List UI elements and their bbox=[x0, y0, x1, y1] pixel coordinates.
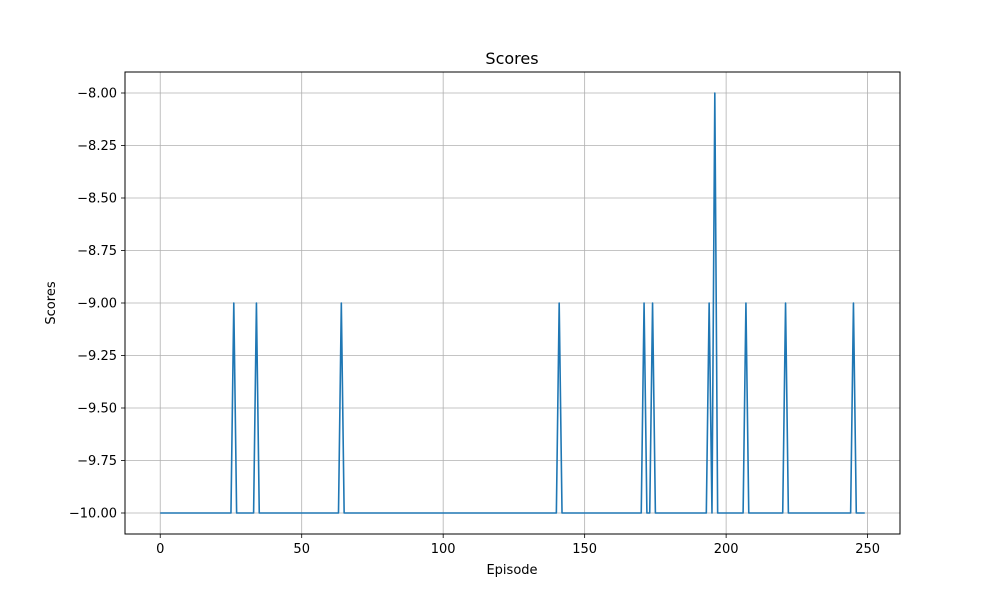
y-tick-label: −9.50 bbox=[77, 402, 117, 417]
x-tick-label: 0 bbox=[156, 542, 164, 557]
y-tick-label: −8.50 bbox=[77, 192, 117, 207]
y-axis: −10.00 −9.75 −9.50 −9.25 −9.00 −8.75 −8.50 −8.2… bbox=[69, 87, 125, 522]
x-tick-label: 100 bbox=[431, 542, 456, 557]
x-tick-label: 250 bbox=[855, 542, 880, 557]
y-tick-label: −8.75 bbox=[77, 244, 117, 259]
x-tick-label: 50 bbox=[293, 542, 310, 557]
x-tick-label: 200 bbox=[714, 542, 739, 557]
y-tick-label: −10.00 bbox=[69, 507, 117, 522]
x-tick-label: 150 bbox=[572, 542, 597, 557]
y-tick-label: −9.25 bbox=[77, 349, 117, 364]
chart-title: Scores bbox=[485, 49, 538, 68]
y-axis-label: Scores bbox=[44, 281, 59, 324]
y-tick-label: −8.00 bbox=[77, 87, 117, 102]
x-axis: 0 50 100 150 200 250 bbox=[156, 534, 880, 557]
y-tick-label: −8.25 bbox=[77, 139, 117, 154]
y-tick-label: −9.75 bbox=[77, 454, 117, 469]
plot-area bbox=[160, 92, 865, 514]
x-axis-label: Episode bbox=[486, 563, 537, 578]
y-tick-label: −9.00 bbox=[77, 297, 117, 312]
scores-line bbox=[160, 92, 865, 514]
